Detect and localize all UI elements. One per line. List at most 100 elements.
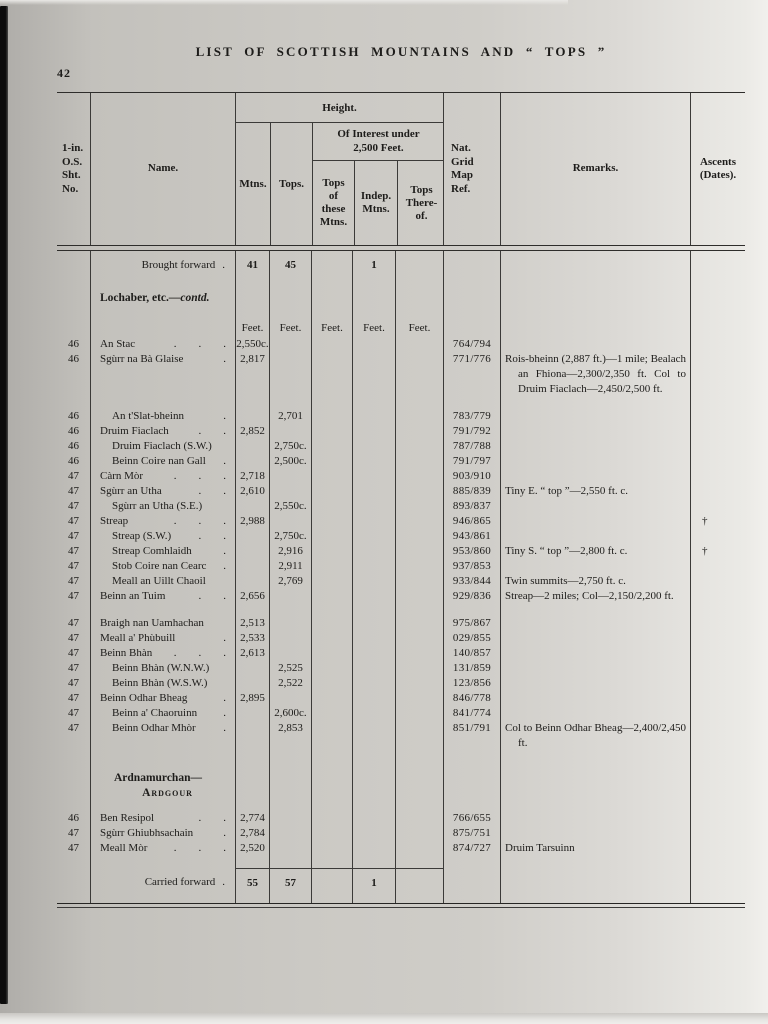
cell-empty <box>395 856 443 868</box>
table-row: 47 Sgùrr an Utha (S.E.) 2,550c. 893/837 <box>57 499 745 514</box>
carry-label: Brought forward <box>141 259 216 271</box>
cell-name: Beinn an Tuim . . <box>90 589 235 604</box>
cell-indep-mtns <box>352 574 395 589</box>
table-row: 47 Beinn Bhàn (W.N.W.) 2,525 131/859 <box>57 661 745 676</box>
cell-grid-ref: 131/859 <box>443 661 500 676</box>
cell-remarks: Druim Tarsuinn <box>500 841 690 856</box>
cell-name: Càrn Mòr . . . <box>90 469 235 484</box>
cell-empty <box>395 751 443 763</box>
cell-tops-of-these-mtns <box>311 841 352 856</box>
cell-tops-of-these-mtns <box>311 631 352 646</box>
cell-height-mtns <box>235 439 269 454</box>
mountain-name: Beinn Odhar Mhòr <box>112 722 196 734</box>
cell-height-mtns <box>235 454 269 469</box>
cell-name: Sgùrr an Utha (S.E.) <box>90 499 235 514</box>
table-row: 47 Meall a' Phùbuill . 2,533 029/855 <box>57 631 745 646</box>
cell-height-mtns: 2,613 <box>235 646 269 661</box>
cell-indep-mtns <box>352 514 395 529</box>
mountain-name: Sgùrr Ghiubhsachain <box>100 827 194 839</box>
leader-dots: . <box>223 455 226 467</box>
cell-empty <box>690 751 745 763</box>
cell-indep-mtns <box>352 484 395 499</box>
cell-ascents <box>690 469 745 484</box>
cell-name: Beinn Odhar Mhòr . <box>90 721 235 751</box>
col-header-mtns: Mtns. <box>239 178 267 190</box>
dagger-mark: † <box>702 515 708 527</box>
cell-name: Streap (S.W.) . . <box>90 529 235 544</box>
col-header-remarks: Remarks. <box>500 93 690 245</box>
table-row: 47 Braigh nan Uamhachan 2,513 975/867 <box>57 616 745 631</box>
cell-name: Carried forward . <box>90 868 235 903</box>
table-row: 46 Beinn Coire nan Gall . 2,500c. 791/79… <box>57 454 745 469</box>
table-bottom-rule <box>57 903 745 908</box>
cell-ascents <box>690 574 745 589</box>
table-row: 47 Meall Mòr . . . 2,520 874/727 Druim T… <box>57 841 745 856</box>
cell-tops-thereof <box>395 439 443 454</box>
leader-dots <box>226 616 235 631</box>
cell-name: An t'Slat-bheinn . <box>90 409 235 424</box>
cell-empty <box>395 763 443 811</box>
cell-height-mtns <box>235 676 269 691</box>
cell-height-tops: 2,522 <box>269 676 311 691</box>
cell-tops-thereof <box>395 574 443 589</box>
cell-tops-of-these-mtns <box>311 616 352 631</box>
cell-tops-of-these-mtns <box>311 499 352 514</box>
col-header-tops-of-these-mtns: Tops of these Mtns. <box>319 177 348 228</box>
cell-os-sheet-no: 47 <box>68 647 79 659</box>
cell-height-mtns: 2,895 <box>235 691 269 706</box>
cell-grid-ref <box>443 285 500 337</box>
cell-height-tops <box>269 646 311 661</box>
mountain-name: Sgùrr an Utha <box>100 485 162 497</box>
mountain-name: Beinn Bhàn <box>100 647 153 659</box>
cell-empty <box>57 604 90 616</box>
cell-tops-of-these-mtns <box>311 559 352 574</box>
cell-remarks <box>500 706 690 721</box>
mountain-name: Meall a' Phùbuill <box>100 632 176 644</box>
cell-tops-thereof <box>395 616 443 631</box>
cell-remarks <box>500 868 690 903</box>
cell-empty <box>352 397 395 409</box>
cell-os-sheet-no: 47 <box>68 707 79 719</box>
cell-units-tops-thereof: Feet. <box>395 285 443 337</box>
leader-dots: . <box>223 353 226 365</box>
cell-remarks: Col to Beinn Odhar Bheag—2,400/2,450 ft. <box>500 721 690 751</box>
col-group-of-interest: Of Interest under 2,500 Feet. Tops of th… <box>312 123 444 245</box>
cell-indep-mtns <box>352 646 395 661</box>
cell-height-mtns: 2,533 <box>235 631 269 646</box>
cell-ascents <box>690 251 745 285</box>
cell-grid-ref: 791/797 <box>443 454 500 469</box>
mountain-name: Càrn Mòr <box>100 470 144 482</box>
cell-tops-of-these-mtns <box>311 409 352 424</box>
cell-name: Ben Resipol . . <box>90 811 235 826</box>
page-number: 42 <box>57 66 71 80</box>
cell-os-sheet-no: 47 <box>68 485 79 497</box>
cell-height-tops: 2,911 <box>269 559 311 574</box>
cell-grid-ref: 846/778 <box>443 691 500 706</box>
cell-remarks <box>500 811 690 826</box>
page-bottom-edge <box>0 1013 768 1024</box>
table-row: 47 Càrn Mòr . . . 2,718 903/910 <box>57 469 745 484</box>
cell-empty <box>443 751 500 763</box>
cell-height-mtns <box>235 706 269 721</box>
cell-os-sheet-no: 46 <box>68 425 79 437</box>
cell-tops-of-these-total <box>311 251 352 285</box>
cell-os-sheet-no: 47 <box>68 560 79 572</box>
col-header-height: Height. <box>236 93 443 123</box>
units-label: Feet. <box>363 322 385 334</box>
cell-name: Beinn Coire nan Gall . <box>90 454 235 469</box>
cell-tops-of-these-total <box>311 868 352 903</box>
cell-empty <box>57 751 90 763</box>
cell-indep-mtns <box>352 631 395 646</box>
cell-ascents <box>690 868 745 903</box>
table-row: 46 Sgùrr na Bà Glaise . 2,817 771/776 Ro… <box>57 352 745 397</box>
cell-mtns-total: 41 <box>235 251 269 285</box>
cell-name: Beinn a' Chaoruinn . <box>90 706 235 721</box>
cell-height-mtns <box>235 529 269 544</box>
cell-tops-thereof <box>395 691 443 706</box>
cell-tops-thereof <box>395 646 443 661</box>
cell-ascents <box>690 499 745 514</box>
cell-height-mtns: 2,817 <box>235 352 269 397</box>
cell-indep-mtns <box>352 454 395 469</box>
cell-empty <box>235 604 269 616</box>
cell-empty <box>690 763 745 811</box>
